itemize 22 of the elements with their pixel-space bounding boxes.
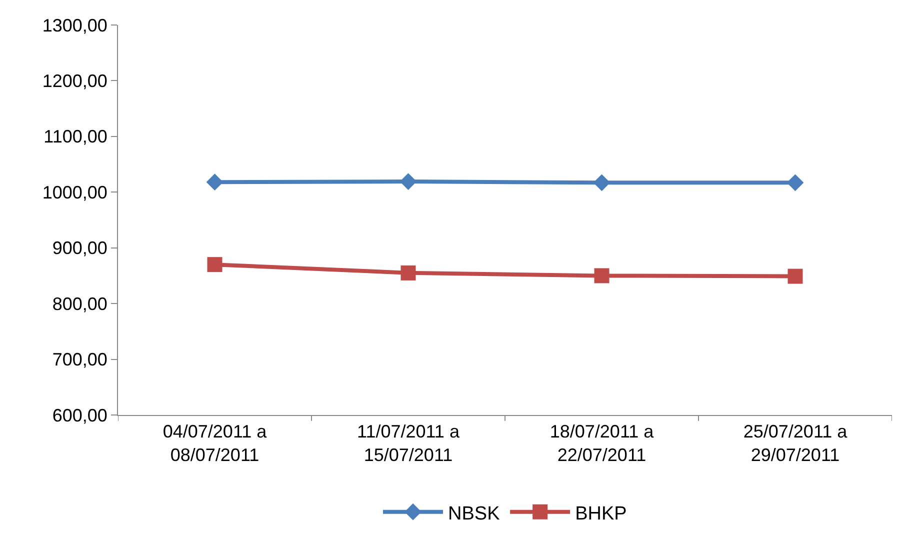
legend-label: BHKP <box>575 503 627 524</box>
point <box>207 257 222 272</box>
y-tick-label: 700,00 <box>52 350 108 370</box>
point <box>400 265 416 280</box>
point <box>594 268 610 284</box>
point <box>786 174 804 192</box>
y-tick-label: 1300,00 <box>42 15 108 36</box>
y-tick-label: 900,00 <box>52 238 108 258</box>
y-tick-label: 600,00 <box>52 405 108 426</box>
legend-label: NBSK <box>448 503 500 524</box>
x-tick-label: 25/07/2011 a 29/07/2011 <box>743 422 848 465</box>
point <box>400 173 417 190</box>
y-tick-label: 1200,00 <box>42 71 108 92</box>
x-tick-label: 11/07/2011 a 15/07/2011 <box>357 422 460 465</box>
point <box>593 174 610 192</box>
x-tick-label: 04/07/2011 a 08/07/2011 <box>162 422 268 465</box>
y-tick-label: 1100,00 <box>44 126 108 147</box>
x-tick-label: 18/07/2011 a 22/07/2011 <box>550 422 655 465</box>
y-tick-label: 800,00 <box>52 294 108 314</box>
point <box>788 268 803 284</box>
y-tick-label: 1000,00 <box>42 182 108 202</box>
point <box>206 174 224 191</box>
